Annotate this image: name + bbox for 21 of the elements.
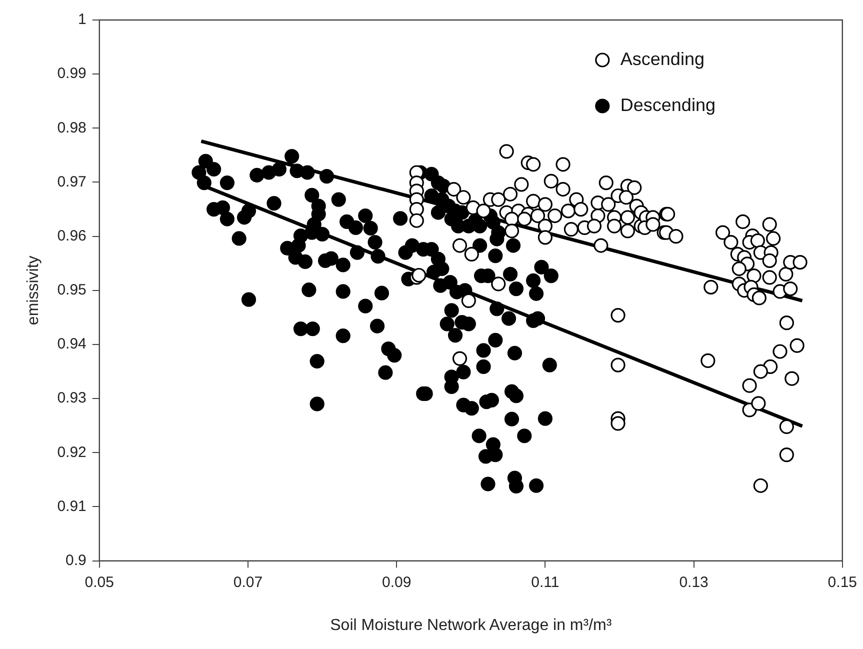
y-tick-label: 0.95 — [57, 282, 86, 299]
y-tick-label: 0.91 — [57, 498, 86, 515]
legend-label: Descending — [620, 94, 716, 115]
x-tick-label: 0.13 — [679, 574, 708, 591]
x-tick-label: 0.15 — [828, 574, 858, 591]
y-tick-label: 0.9 — [66, 552, 86, 569]
x-tick-label: 0.05 — [84, 574, 114, 591]
y-tick-label: 0.94 — [57, 336, 86, 353]
legend-label: Ascending — [620, 48, 704, 69]
x-axis-title: Soil Moisture Network Average in m³/m³ — [330, 616, 612, 634]
x-tick-label: 0.09 — [382, 574, 412, 591]
x-tick-label: 0.07 — [233, 574, 263, 591]
y-tick-label: 1 — [78, 11, 86, 28]
y-tick-label: 0.96 — [57, 227, 86, 244]
y-tick-label: 0.92 — [57, 444, 86, 461]
y-tick-label: 0.97 — [57, 173, 86, 190]
y-tick-label: 0.99 — [57, 65, 86, 82]
x-tick-label: 0.11 — [531, 574, 560, 591]
y-tick-label: 0.93 — [57, 390, 86, 407]
y-tick-label: 0.98 — [57, 119, 86, 136]
y-axis-title: emissivity — [25, 256, 42, 326]
